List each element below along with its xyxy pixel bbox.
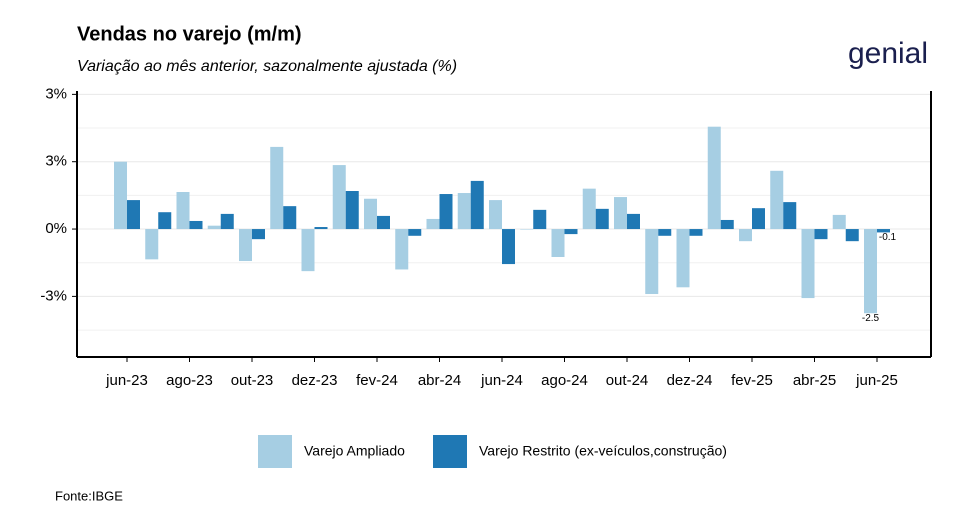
- bar: [439, 194, 453, 230]
- bar: [770, 170, 784, 230]
- chart-title: Vendas no varejo (m/m): [77, 23, 302, 45]
- bar: [801, 229, 815, 299]
- logo: genial: [848, 37, 928, 70]
- bar: [239, 229, 252, 262]
- bar: [283, 206, 297, 230]
- bar: [332, 165, 346, 230]
- bar: [520, 229, 534, 230]
- legend-swatch: [258, 435, 292, 468]
- x-tick-label: dez-24: [667, 372, 713, 389]
- bar: [176, 192, 190, 230]
- legend-swatch: [433, 435, 467, 468]
- data-label: -2.5: [862, 313, 880, 324]
- bar: [689, 229, 703, 236]
- source: Fonte:IBGE: [55, 488, 123, 503]
- bar: [189, 220, 203, 230]
- x-tick-label: out-24: [606, 372, 649, 389]
- x-tick-label: fev-24: [356, 372, 398, 389]
- x-tick-label: out-23: [231, 372, 274, 389]
- bar: [158, 212, 172, 230]
- bar: [114, 161, 127, 230]
- bar: [845, 229, 859, 242]
- bar: [314, 227, 328, 230]
- bar: [582, 188, 596, 230]
- bar: [814, 229, 828, 240]
- bar: [864, 229, 877, 314]
- bar: [395, 229, 409, 270]
- x-tick-label: dez-23: [292, 372, 338, 389]
- bar: [832, 214, 846, 230]
- x-tick-label: ago-24: [541, 372, 588, 389]
- bar: [564, 229, 578, 235]
- bar: [457, 193, 471, 230]
- bar: [377, 215, 390, 230]
- bar: [502, 229, 515, 265]
- bar: [627, 213, 640, 230]
- bar: [345, 191, 359, 230]
- bar: [145, 229, 159, 260]
- bar: [676, 229, 690, 288]
- bar: [252, 229, 265, 240]
- x-tick-label: abr-24: [418, 372, 461, 389]
- chart-subtitle: Variação ao mês anterior, sazonalmente a…: [77, 58, 457, 75]
- bar: [707, 126, 721, 230]
- bar: [533, 209, 547, 230]
- x-tick-label: fev-25: [731, 372, 773, 389]
- bar: [207, 225, 221, 230]
- x-tick-label: ago-23: [166, 372, 213, 389]
- y-tick-label: 3%: [45, 85, 67, 102]
- data-label: -0.1: [879, 232, 897, 243]
- bar: [595, 208, 609, 230]
- bar: [658, 229, 672, 236]
- bar: [720, 219, 734, 230]
- bar: [645, 229, 659, 295]
- y-tick-label: 3%: [45, 153, 67, 170]
- bar: [877, 229, 890, 233]
- x-tick-label: jun-23: [105, 372, 148, 389]
- bar: [470, 180, 484, 230]
- bar: [270, 146, 284, 230]
- x-tick-label: jun-25: [855, 372, 898, 389]
- bar: [220, 213, 234, 230]
- bar: [408, 229, 422, 236]
- bar: [301, 229, 315, 272]
- y-tick-label: 0%: [45, 220, 67, 237]
- legend-label: Varejo Ampliado: [304, 443, 405, 459]
- bar: [739, 229, 752, 242]
- bar: [783, 202, 797, 230]
- bar: [127, 200, 140, 230]
- x-tick-label: jun-24: [480, 372, 523, 389]
- bar: [364, 198, 377, 230]
- y-tick-label: -3%: [40, 287, 67, 304]
- bar: [551, 229, 565, 257]
- bar: [614, 197, 627, 230]
- bar: [426, 218, 440, 230]
- legend-label: Varejo Restrito (ex-veículos,construção): [479, 443, 727, 459]
- x-tick-label: abr-25: [793, 372, 836, 389]
- bar: [752, 208, 765, 230]
- bar: [489, 200, 502, 230]
